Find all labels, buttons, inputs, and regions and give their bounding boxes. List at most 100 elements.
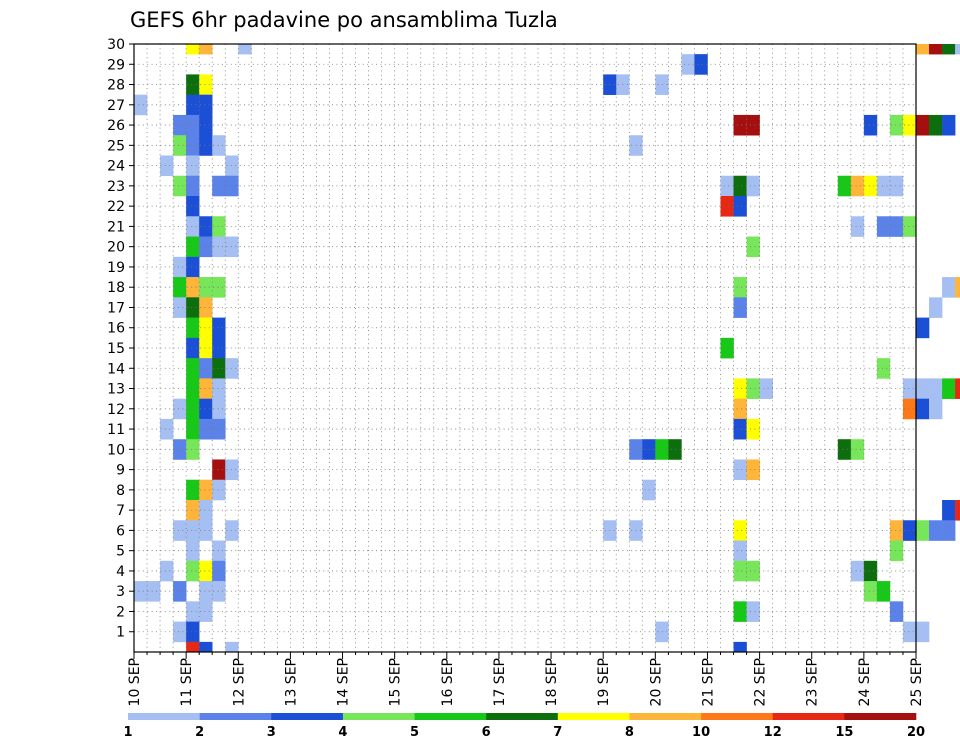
y-tick-label: 17 [107,300,125,316]
colorbar-label: 2 [195,725,204,740]
heatmap-cell [889,175,904,197]
heatmap-cell [199,398,213,420]
heatmap-cell [955,44,960,55]
y-tick-label: 19 [107,260,125,276]
heatmap-cell [720,175,734,197]
heatmap-cell [942,520,956,541]
heatmap-cell [942,277,956,298]
y-tick-label: 27 [107,98,125,114]
heatmap-cell [199,641,213,653]
y-axis: 1234567891011121314151617181920212223242… [107,37,134,641]
heatmap-cell [186,277,200,298]
heatmap-cell [850,439,865,460]
heatmap-cell [733,418,747,440]
y-tick-label: 10 [107,442,125,458]
x-tick-label: 12 SEP [231,658,247,706]
y-tick-label: 23 [107,179,125,195]
heatmap-cell [902,520,917,541]
heatmap-cell [863,581,878,602]
y-tick-label: 18 [107,280,125,296]
heatmap-cell [850,216,865,237]
heatmap-cell [694,54,708,75]
heatmap-cell [733,641,747,653]
heatmap-cell [186,641,200,653]
heatmap-cell [916,44,930,55]
heatmap-cell [212,135,226,156]
heatmap-cell [733,560,747,582]
heatmap-cell [212,175,226,197]
heatmap-cell [225,641,239,653]
heatmap-cell [889,540,904,562]
y-tick-label: 12 [107,402,125,418]
chart-title: GEFS 6hr padavine po ansamblima Tuzla [130,8,558,32]
colorbar-label: 4 [338,725,347,740]
y-tick-label: 22 [107,199,125,215]
x-tick-label: 17 SEP [492,658,508,706]
x-tick-label: 21 SEP [700,658,716,706]
x-tick-label: 19 SEP [596,658,612,706]
heatmap-cell [186,418,200,440]
heatmap-cell [733,520,747,541]
heatmap-cell [186,317,200,339]
heatmap-cell [199,560,213,582]
heatmap-cell [199,500,213,521]
heatmap-cell [733,459,747,481]
heatmap-cell [186,540,200,562]
heatmap-cell [733,601,747,622]
heatmap-cell [720,196,734,217]
heatmap-cell [160,155,174,177]
heatmap-cell [225,175,239,197]
heatmap-cell [199,520,213,541]
y-tick-label: 28 [107,78,125,94]
heatmap-cell [199,94,213,116]
y-tick-label: 9 [116,463,125,479]
colorbar-swatch [629,713,702,720]
y-tick-label: 25 [107,138,125,154]
heatmap-cell [199,358,213,379]
x-tick-label: 18 SEP [544,658,560,706]
heatmap-cell [720,337,734,359]
y-tick-label: 24 [107,159,125,175]
x-tick-label: 11 SEP [179,658,195,706]
heatmap-cell [199,44,213,55]
heatmap-cell [186,337,200,359]
heatmap-cell [173,175,187,197]
heatmap-cell [863,175,878,197]
heatmap-cell [863,114,878,136]
heatmap-cell [186,500,200,521]
heatmap-cell [186,297,200,318]
heatmap-cell [186,175,200,197]
heatmap-cell [186,74,200,95]
colorbar-label: 3 [267,725,276,740]
heatmap-cell [186,196,200,217]
heatmap-cell [746,175,760,197]
y-tick-label: 3 [116,584,125,600]
heatmap-cell [212,540,226,562]
heatmap-cell [173,114,187,136]
heatmap-cell [173,398,187,420]
heatmap-cell [225,236,239,258]
colorbar-label: 7 [553,725,562,740]
y-tick-label: 15 [107,341,125,357]
heatmap-cell [173,256,187,278]
y-tick-label: 26 [107,118,125,134]
heatmap-cell [733,114,747,136]
heatmap-cell [225,520,239,541]
colorbar: 1 2 3 4 5 6 7 8 10 12 15 20 [123,713,925,740]
y-tick-label: 20 [107,240,125,256]
heatmap-cell [929,520,943,541]
heatmap-cell [876,216,891,237]
colorbar-swatch [844,713,917,720]
x-tick-label: 20 SEP [648,658,664,706]
heatmap-cell [655,439,669,460]
colorbar-label: 8 [625,725,634,740]
heatmap-cell [212,277,226,298]
heatmap-cell [134,581,148,602]
heatmap-cell [955,378,960,399]
heatmap-cell [929,378,943,399]
heatmap-cell [173,520,187,541]
y-tick-label: 1 [116,625,125,641]
heatmap-cell [929,114,943,136]
heatmap-cell [746,418,760,440]
heatmap-cell [173,581,187,602]
